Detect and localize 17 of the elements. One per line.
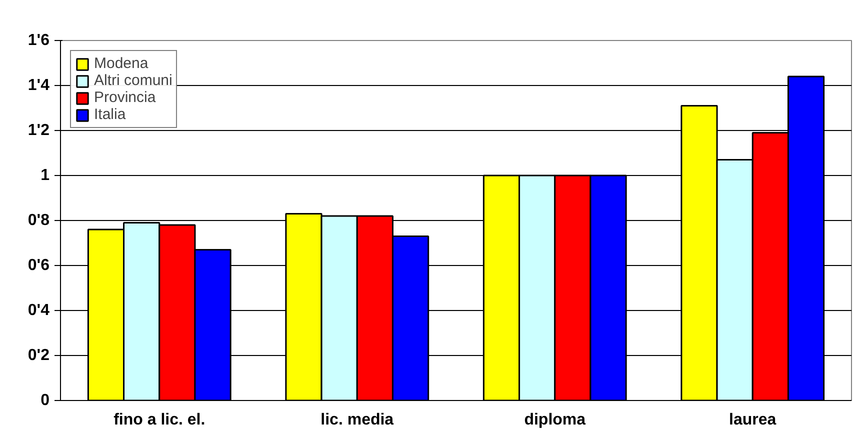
x-tick-label: lic. media <box>320 412 394 428</box>
y-tick-label: 1'4 <box>28 77 50 94</box>
y-tick-label: 0'6 <box>28 257 50 274</box>
legend-label: Modena <box>94 55 148 72</box>
x-tick-label: laurea <box>729 412 776 428</box>
y-tick-label: 1'2 <box>28 122 50 139</box>
legend-label: Altri comuni <box>94 72 172 89</box>
x-tick-label: diploma <box>524 412 586 428</box>
y-tick-label: 1'6 <box>28 32 50 49</box>
y-tick-label: 0'8 <box>28 212 50 229</box>
y-tick-label: 0'4 <box>28 302 50 319</box>
y-tick-label: 1 <box>40 167 50 184</box>
legend-label: Italia <box>94 106 126 123</box>
y-tick-label: 0'2 <box>28 347 50 364</box>
legend-label: Provincia <box>94 89 156 106</box>
y-tick-label: 0 <box>40 392 50 409</box>
x-tick-label: fino a lic. el. <box>114 412 206 428</box>
